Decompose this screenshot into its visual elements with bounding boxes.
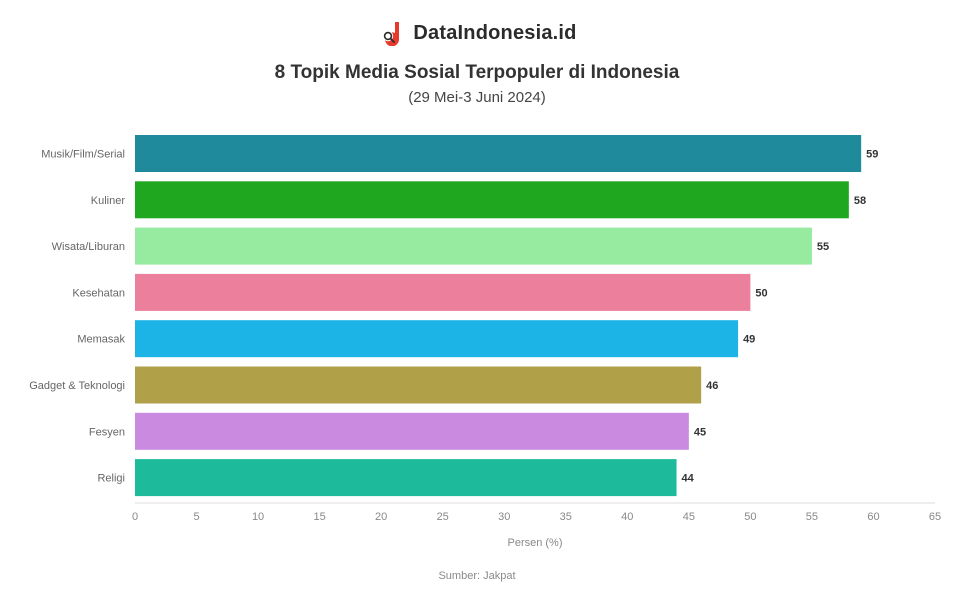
category-label: Kuliner (91, 195, 126, 207)
magnifier-logo-icon (383, 22, 400, 46)
x-tick-label: 30 (498, 511, 510, 523)
category-label: Musik/Film/Serial (41, 149, 125, 161)
category-label: Memasak (77, 334, 125, 346)
bar (135, 181, 849, 219)
bar (135, 135, 862, 172)
x-tick-label: 25 (437, 511, 449, 523)
bar (135, 459, 677, 497)
chart-title: 8 Topik Media Sosial Terpopuler di Indon… (274, 62, 680, 83)
bar (135, 366, 702, 404)
data-label: 58 (854, 195, 866, 207)
x-axis-title: Persen (%) (507, 537, 562, 549)
bar (135, 412, 689, 450)
x-tick-label: 45 (683, 511, 695, 523)
x-tick-label: 20 (375, 511, 387, 523)
x-tick-label: 0 (132, 511, 138, 523)
data-label: 45 (694, 426, 706, 438)
x-tick-label: 65 (929, 511, 941, 523)
data-label: 50 (755, 287, 767, 299)
x-tick-label: 60 (867, 511, 879, 523)
brand-header: DataIndonesia.id (0, 20, 954, 46)
x-tick-label: 5 (193, 511, 199, 523)
x-tick-label: 55 (806, 511, 818, 523)
source-note: Sumber: Jakpat (438, 570, 516, 582)
x-tick-label: 15 (313, 511, 325, 523)
data-label: 49 (743, 334, 755, 346)
bar (135, 227, 812, 265)
category-label: Religi (97, 473, 125, 485)
x-tick-label: 50 (744, 511, 756, 523)
data-label: 46 (706, 380, 718, 392)
brand-name: DataIndonesia.id (413, 21, 577, 44)
x-tick-label: 10 (252, 511, 264, 523)
category-label: Fesyen (89, 426, 125, 438)
data-label: 55 (817, 241, 829, 253)
bar (135, 320, 739, 358)
data-label: 44 (682, 473, 695, 485)
x-tick-label: 40 (621, 511, 633, 523)
bar (135, 273, 751, 311)
category-label: Kesehatan (72, 287, 125, 299)
category-label: Wisata/Liburan (52, 241, 125, 253)
x-tick-label: 35 (560, 511, 572, 523)
category-label: Gadget & Teknologi (29, 380, 125, 392)
chart-subtitle: (29 Mei-3 Juni 2024) (408, 89, 546, 106)
data-label: 59 (866, 149, 878, 161)
